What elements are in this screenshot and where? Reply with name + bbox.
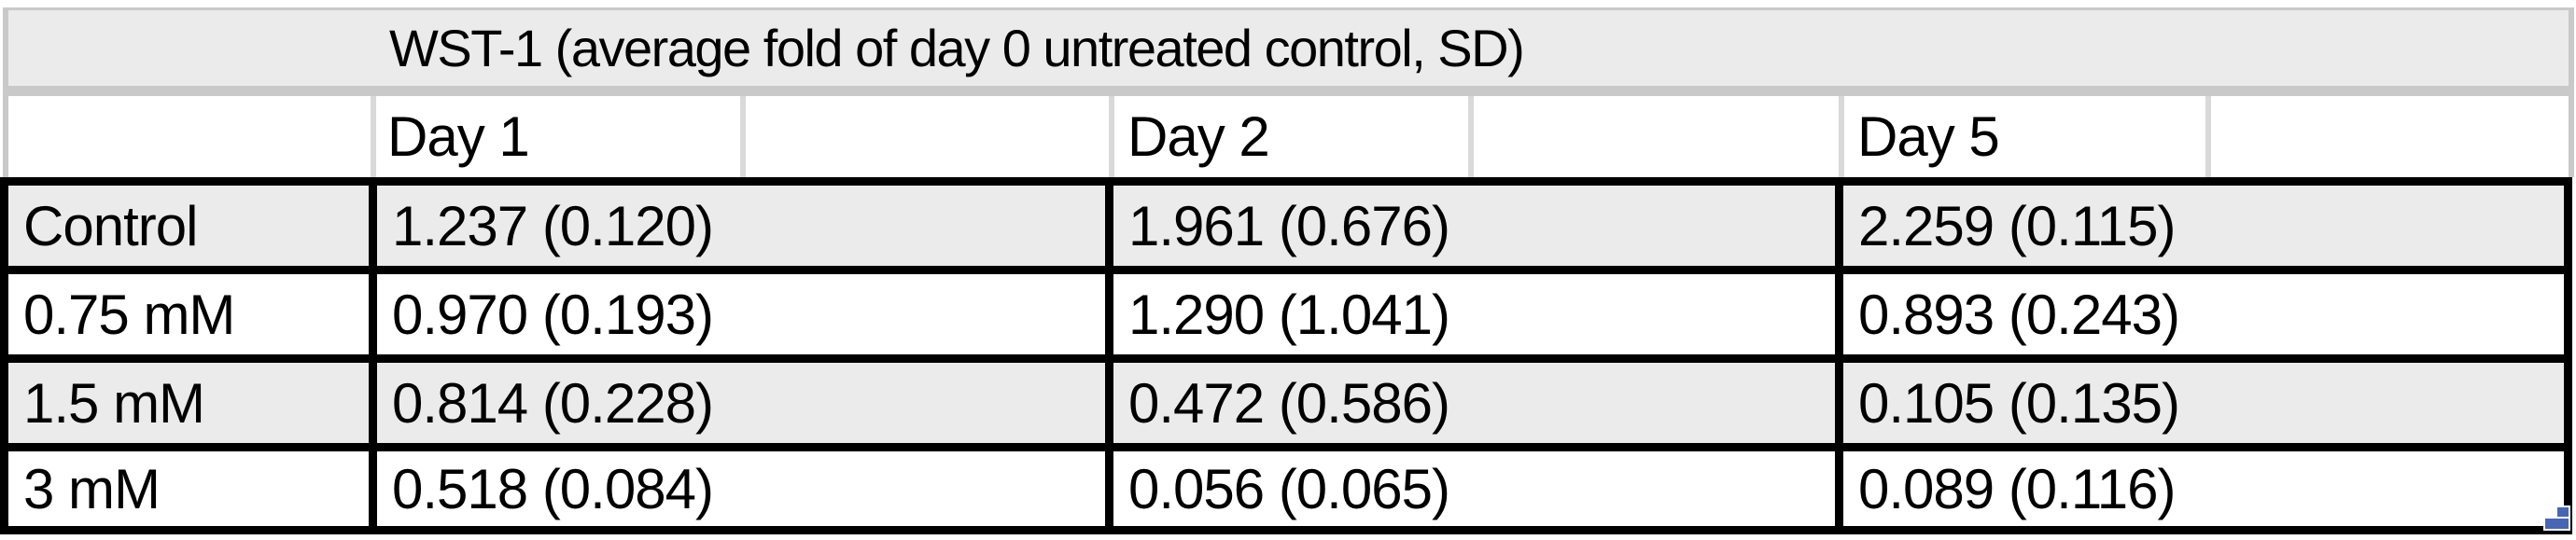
row-label-cell[interactable]: 0.75 mM — [8, 274, 369, 354]
value-cell-day2[interactable]: 1.290 (1.041) — [1113, 274, 1835, 354]
value-cell-day5[interactable]: 0.089 (0.116) — [1843, 451, 2564, 526]
value-cell-day5[interactable]: 2.259 (0.115) — [1843, 186, 2564, 266]
value-cell-day1[interactable]: 1.237 (0.120) — [377, 186, 1105, 266]
value-cell-day1[interactable]: 0.814 (0.228) — [377, 363, 1105, 443]
row-label-cell[interactable]: 1.5 mM — [8, 363, 369, 443]
header-day1[interactable]: Day 1 — [387, 105, 530, 168]
header-top-border — [3, 7, 2574, 10]
column-divider — [1839, 96, 1844, 177]
day-header-row[interactable] — [8, 96, 2569, 177]
value-cell-day1[interactable]: 0.970 (0.193) — [377, 274, 1105, 354]
value-cell-day5[interactable]: 0.893 (0.243) — [1843, 274, 2564, 354]
resize-handle-icon[interactable] — [2543, 517, 2570, 531]
column-divider — [1468, 96, 1474, 177]
column-divider — [371, 96, 376, 177]
header-day5[interactable]: Day 5 — [1857, 105, 2000, 168]
header-day2[interactable]: Day 2 — [1127, 105, 1270, 168]
column-divider — [1109, 96, 1114, 177]
value-cell-day2[interactable]: 1.961 (0.676) — [1113, 186, 1835, 266]
table-title: WST-1 (average fold of day 0 untreated c… — [389, 19, 1525, 77]
row-label-cell[interactable]: Control — [8, 186, 369, 266]
value-cell-day2[interactable]: 0.472 (0.586) — [1113, 363, 1835, 443]
column-divider — [740, 96, 746, 177]
header-row-separator — [3, 86, 2574, 96]
value-cell-day5[interactable]: 0.105 (0.135) — [1843, 363, 2564, 443]
value-cell-day2[interactable]: 0.056 (0.065) — [1113, 451, 1835, 526]
row-label-cell[interactable]: 3 mM — [8, 451, 369, 526]
value-cell-day1[interactable]: 0.518 (0.084) — [377, 451, 1105, 526]
table-title-cell[interactable]: WST-1 (average fold of day 0 untreated c… — [8, 10, 2569, 86]
column-divider — [2205, 96, 2211, 177]
